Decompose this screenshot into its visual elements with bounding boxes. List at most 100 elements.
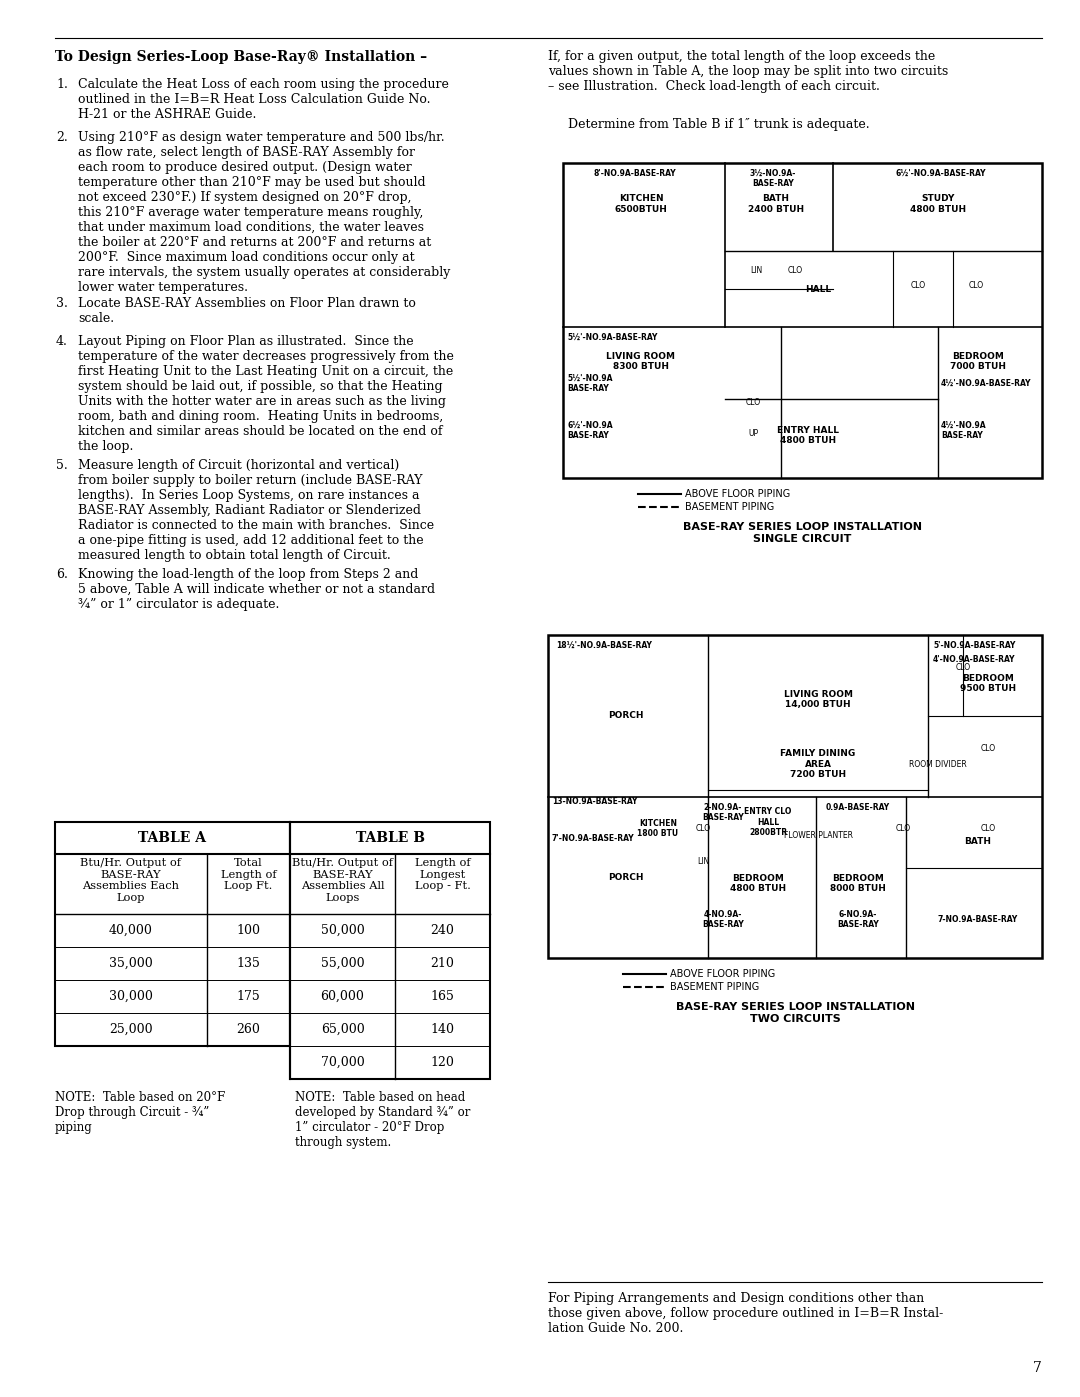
- Text: Measure length of Circuit (horizontal and vertical)
from boiler supply to boiler: Measure length of Circuit (horizontal an…: [78, 458, 434, 562]
- Text: ABOVE FLOOR PIPING: ABOVE FLOOR PIPING: [685, 489, 791, 499]
- Text: 2.: 2.: [56, 130, 68, 144]
- Text: Calculate the Heat Loss of each room using the procedure
outlined in the I=B=R H: Calculate the Heat Loss of each room usi…: [78, 78, 449, 122]
- Text: LIVING ROOM
8300 BTUH: LIVING ROOM 8300 BTUH: [607, 352, 675, 372]
- Text: 40,000: 40,000: [109, 923, 153, 937]
- Bar: [548, 636, 1042, 958]
- Bar: [563, 163, 1042, 478]
- Text: FLOWER PLANTER: FLOWER PLANTER: [783, 831, 852, 840]
- Text: 140: 140: [431, 1023, 455, 1037]
- Text: 7'-NO.9A-BASE-RAY: 7'-NO.9A-BASE-RAY: [552, 834, 635, 842]
- Text: 6.: 6.: [56, 569, 68, 581]
- Text: 5½'-NO.9A-BASE-RAY: 5½'-NO.9A-BASE-RAY: [567, 332, 658, 342]
- Text: BEDROOM
7000 BTUH: BEDROOM 7000 BTUH: [950, 352, 1005, 372]
- Text: KITCHEN
1800 BTU: KITCHEN 1800 BTU: [637, 819, 678, 838]
- Text: CLO: CLO: [981, 824, 996, 833]
- Text: 30,000: 30,000: [109, 990, 153, 1003]
- Text: 7: 7: [1034, 1361, 1042, 1375]
- Text: 4½'-NO.9A
BASE-RAY: 4½'-NO.9A BASE-RAY: [941, 420, 987, 440]
- Text: Determine from Table B if 1″ trunk is adequate.: Determine from Table B if 1″ trunk is ad…: [548, 117, 869, 131]
- Text: BEDROOM
8000 BTUH: BEDROOM 8000 BTUH: [831, 875, 886, 894]
- Text: 50,000: 50,000: [321, 923, 364, 937]
- Text: 3½-NO.9A-
BASE-RAY: 3½-NO.9A- BASE-RAY: [750, 169, 796, 189]
- Text: UP: UP: [748, 429, 758, 439]
- Text: 1.: 1.: [56, 78, 68, 91]
- Text: 240: 240: [431, 923, 455, 937]
- Text: To Design Series-Loop Base-Ray® Installation –: To Design Series-Loop Base-Ray® Installa…: [55, 50, 427, 64]
- Text: NOTE:  Table based on head
developed by Standard ¾” or
1” circulator - 20°F Drop: NOTE: Table based on head developed by S…: [295, 1091, 471, 1148]
- Text: HALL: HALL: [805, 285, 832, 293]
- Text: For Piping Arrangements and Design conditions other than
those given above, foll: For Piping Arrangements and Design condi…: [548, 1292, 943, 1336]
- Text: 0.9A-BASE-RAY: 0.9A-BASE-RAY: [826, 803, 890, 812]
- Text: ROOM DIVIDER: ROOM DIVIDER: [909, 760, 967, 768]
- Bar: [55, 821, 291, 1046]
- Text: 6½'-NO.9A-BASE-RAY: 6½'-NO.9A-BASE-RAY: [895, 169, 986, 177]
- Text: 70,000: 70,000: [321, 1056, 364, 1069]
- Text: Knowing the load-length of the loop from Steps 2 and
5 above, Table A will indic: Knowing the load-length of the loop from…: [78, 569, 435, 612]
- Text: 55,000: 55,000: [321, 957, 364, 970]
- Text: 6-NO.9A-
BASE-RAY: 6-NO.9A- BASE-RAY: [837, 909, 879, 929]
- Text: Locate BASE-RAY Assemblies on Floor Plan drawn to
scale.: Locate BASE-RAY Assemblies on Floor Plan…: [78, 296, 416, 324]
- Text: 60,000: 60,000: [321, 990, 364, 1003]
- Text: LIN: LIN: [750, 265, 762, 275]
- Text: ENTRY HALL
4800 BTUH: ENTRY HALL 4800 BTUH: [777, 426, 839, 446]
- Text: 65,000: 65,000: [321, 1023, 364, 1037]
- Text: BEDROOM
9500 BTUH: BEDROOM 9500 BTUH: [960, 673, 1016, 693]
- Text: LIVING ROOM
14,000 BTUH: LIVING ROOM 14,000 BTUH: [783, 690, 852, 710]
- Text: CLO: CLO: [969, 281, 984, 291]
- Text: 18½'-NO.9A-BASE-RAY: 18½'-NO.9A-BASE-RAY: [556, 641, 652, 650]
- Text: NOTE:  Table based on 20°F
Drop through Circuit - ¾”
piping: NOTE: Table based on 20°F Drop through C…: [55, 1091, 226, 1134]
- Text: 175: 175: [237, 990, 260, 1003]
- Text: BASEMENT PIPING: BASEMENT PIPING: [685, 502, 774, 511]
- Text: Btu/Hr. Output of
BASE-RAY
Assemblies Each
Loop: Btu/Hr. Output of BASE-RAY Assemblies Ea…: [81, 858, 181, 902]
- Text: FAMILY DINING
AREA
7200 BTUH: FAMILY DINING AREA 7200 BTUH: [781, 749, 855, 780]
- Text: 7-NO.9A-BASE-RAY: 7-NO.9A-BASE-RAY: [939, 915, 1018, 923]
- Text: 25,000: 25,000: [109, 1023, 152, 1037]
- Text: 165: 165: [431, 990, 455, 1003]
- Text: KITCHEN
6500BTUH: KITCHEN 6500BTUH: [615, 194, 667, 214]
- Text: 3.: 3.: [56, 296, 68, 310]
- Text: ABOVE FLOOR PIPING: ABOVE FLOOR PIPING: [670, 970, 775, 979]
- Text: STUDY
4800 BTUH: STUDY 4800 BTUH: [910, 194, 967, 214]
- Text: Btu/Hr. Output of
BASE-RAY
Assemblies All
Loops: Btu/Hr. Output of BASE-RAY Assemblies Al…: [292, 858, 393, 902]
- Text: 120: 120: [431, 1056, 455, 1069]
- Text: 260: 260: [237, 1023, 260, 1037]
- Text: PORCH: PORCH: [608, 873, 644, 882]
- Text: Using 210°F as design water temperature and 500 lbs/hr.
as flow rate, select len: Using 210°F as design water temperature …: [78, 130, 450, 293]
- Text: ENTRY CLO
HALL
2800BTR: ENTRY CLO HALL 2800BTR: [744, 807, 792, 837]
- Text: CLO: CLO: [981, 743, 996, 753]
- Text: TABLE A: TABLE A: [138, 831, 206, 845]
- Text: 5.: 5.: [56, 458, 68, 472]
- Text: BEDROOM
4800 BTUH: BEDROOM 4800 BTUH: [730, 875, 786, 894]
- Text: CLO: CLO: [895, 824, 910, 833]
- Text: 35,000: 35,000: [109, 957, 153, 970]
- Text: CLO: CLO: [745, 398, 760, 407]
- Text: Total
Length of
Loop Ft.: Total Length of Loop Ft.: [220, 858, 276, 891]
- Text: LIN: LIN: [697, 856, 710, 866]
- Text: 13-NO.9A-BASE-RAY: 13-NO.9A-BASE-RAY: [552, 796, 637, 806]
- Text: BASE-RAY SERIES LOOP INSTALLATION
SINGLE CIRCUIT: BASE-RAY SERIES LOOP INSTALLATION SINGLE…: [683, 522, 922, 543]
- Text: BATH: BATH: [964, 837, 991, 847]
- Text: If, for a given output, the total length of the loop exceeds the
values shown in: If, for a given output, the total length…: [548, 50, 948, 94]
- Text: 8'-NO.9A-BASE-RAY: 8'-NO.9A-BASE-RAY: [594, 169, 676, 177]
- Text: 4'-NO.9A-BASE-RAY: 4'-NO.9A-BASE-RAY: [933, 655, 1015, 664]
- Text: 2-NO.9A-
BASE-RAY: 2-NO.9A- BASE-RAY: [702, 803, 744, 823]
- Text: BASEMENT PIPING: BASEMENT PIPING: [670, 982, 759, 992]
- Text: 5'-NO.9A-BASE-RAY: 5'-NO.9A-BASE-RAY: [933, 641, 1015, 650]
- Text: 6½'-NO.9A
BASE-RAY: 6½'-NO.9A BASE-RAY: [567, 420, 612, 440]
- Text: BASE-RAY SERIES LOOP INSTALLATION
TWO CIRCUITS: BASE-RAY SERIES LOOP INSTALLATION TWO CI…: [675, 1002, 915, 1024]
- Text: 5½'-NO.9A
BASE-RAY: 5½'-NO.9A BASE-RAY: [567, 374, 612, 393]
- Text: 210: 210: [431, 957, 455, 970]
- Text: CLO: CLO: [910, 281, 926, 291]
- Text: 135: 135: [237, 957, 260, 970]
- Text: CLO: CLO: [696, 824, 711, 833]
- Text: BATH
2400 BTUH: BATH 2400 BTUH: [748, 194, 805, 214]
- Text: 4-NO.9A-
BASE-RAY: 4-NO.9A- BASE-RAY: [702, 909, 744, 929]
- Text: Length of
Longest
Loop - Ft.: Length of Longest Loop - Ft.: [415, 858, 471, 891]
- Bar: [291, 821, 490, 1078]
- Text: CLO: CLO: [787, 265, 802, 275]
- Text: Layout Piping on Floor Plan as illustrated.  Since the
temperature of the water : Layout Piping on Floor Plan as illustrat…: [78, 335, 454, 453]
- Text: 100: 100: [237, 923, 260, 937]
- Text: 4.: 4.: [56, 335, 68, 348]
- Text: PORCH: PORCH: [608, 711, 644, 721]
- Text: CLO: CLO: [956, 662, 971, 672]
